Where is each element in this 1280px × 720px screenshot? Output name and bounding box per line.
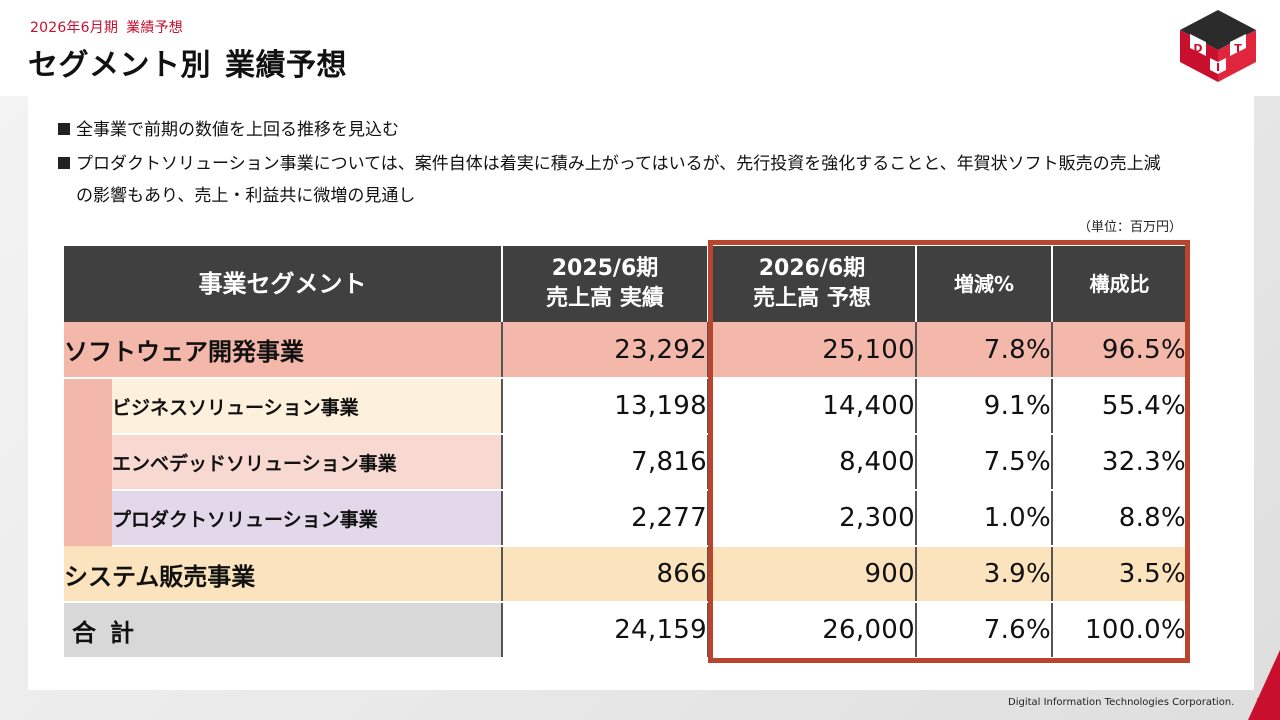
bullet-square-icon: [58, 157, 70, 169]
breadcrumb: 2026年6月期 業績予想: [30, 17, 183, 37]
logo-left-face: [1180, 30, 1218, 82]
table-row-system: システム販売事業 866 900 3.9% 3.5%: [64, 546, 1186, 603]
segment-name-product: プロダクトソリューション事業: [112, 490, 502, 547]
footer-accent-triangle: [1248, 650, 1280, 720]
header-fy2026-line2: 売上高 予想: [753, 286, 871, 311]
segment-name-total: 合計: [64, 602, 502, 659]
table-row-total: 合計 24,159 26,000 7.6% 100.0%: [64, 602, 1186, 659]
header-fy2026: 2026/6期 売上高 予想: [707, 246, 916, 322]
page-title: セグメント別 業績予想: [28, 40, 347, 84]
cell-change: 7.8%: [915, 322, 1052, 379]
bullet-item-1: 全事業で前期の数値を上回る推移を見込む: [58, 118, 399, 142]
cell-share: 55.4%: [1051, 378, 1186, 435]
cell-share: 100.0%: [1051, 602, 1186, 659]
cell-share: 32.3%: [1051, 434, 1186, 491]
logo-letter-d: D: [1193, 42, 1202, 55]
table-header-row: 事業セグメント 2025/6期 売上高 実績 2026/6期 売上高 予想 増減…: [64, 246, 1186, 322]
sub-row-indent: [64, 434, 112, 490]
cell-forecast: 25,100: [707, 322, 916, 379]
cell-change: 7.6%: [915, 602, 1052, 659]
cell-forecast: 8,400: [707, 434, 916, 491]
segment-name-system: システム販売事業: [64, 546, 502, 603]
sub-row-indent: [64, 378, 112, 434]
cell-forecast: 900: [707, 546, 916, 603]
cell-change: 7.5%: [915, 434, 1052, 491]
page-title-sub: 業績予想: [225, 48, 347, 83]
breadcrumb-section: 業績予想: [126, 20, 183, 36]
cell-share: 8.8%: [1051, 490, 1186, 547]
table-row-product: プロダクトソリューション事業 2,277 2,300 1.0% 8.8%: [64, 490, 1186, 547]
bullet-text-2-line2: の影響もあり、売上・利益共に微増の見通し: [76, 186, 416, 206]
cell-actual: 24,159: [501, 602, 708, 659]
logo-panel-d: [1190, 34, 1206, 56]
logo-letter-t: T: [1234, 42, 1242, 55]
cell-actual: 866: [501, 546, 708, 603]
cell-actual: 7,816: [501, 434, 708, 491]
segment-name-software: ソフトウェア開発事業: [64, 322, 502, 379]
cell-actual: 23,292: [501, 322, 708, 379]
cell-forecast: 26,000: [707, 602, 916, 659]
company-logo: D I T: [1180, 10, 1256, 82]
cell-actual: 13,198: [501, 378, 708, 435]
cell-actual: 2,277: [501, 490, 708, 547]
cell-change: 3.9%: [915, 546, 1052, 603]
header-share: 構成比: [1051, 246, 1186, 322]
logo-right-face: [1218, 30, 1256, 82]
bullet-text-1: 全事業で前期の数値を上回る推移を見込む: [76, 120, 399, 140]
header-change: 増減%: [915, 246, 1052, 322]
cell-share: 96.5%: [1051, 322, 1186, 379]
logo-letter-i: I: [1216, 61, 1220, 74]
logo-panel-i: [1210, 58, 1226, 74]
footer-corporation: Digital Information Technologies Corpora…: [1008, 697, 1235, 708]
unit-note: （単位：百万円）: [1077, 220, 1182, 235]
cell-change: 9.1%: [915, 378, 1052, 435]
breadcrumb-period: 2026年6月期: [30, 20, 119, 36]
header-fy2025-line1: 2025/6期: [551, 256, 659, 281]
segment-forecast-table: 事業セグメント 2025/6期 売上高 実績 2026/6期 売上高 予想 増減…: [64, 246, 1186, 659]
cell-share: 3.5%: [1051, 546, 1186, 603]
page-number: 22: [1256, 696, 1272, 710]
header-segment: 事業セグメント: [64, 246, 502, 322]
bullet-item-2: プロダクトソリューション事業については、案件自体は着実に積み上がってはいるが、先…: [58, 152, 1238, 208]
header-band: [0, 0, 1280, 96]
header-fy2026-line1: 2026/6期: [758, 256, 866, 281]
table-row-business: ビジネスソリューション事業 13,198 14,400 9.1% 55.4%: [64, 378, 1186, 435]
header-fy2025: 2025/6期 売上高 実績: [501, 246, 708, 322]
header-fy2025-line2: 売上高 実績: [546, 286, 664, 311]
logo-panel-t: [1230, 34, 1246, 56]
cell-forecast: 14,400: [707, 378, 916, 435]
cell-change: 1.0%: [915, 490, 1052, 547]
cell-forecast: 2,300: [707, 490, 916, 547]
table-row-software: ソフトウェア開発事業 23,292 25,100 7.8% 96.5%: [64, 322, 1186, 379]
page-title-main: セグメント別: [28, 48, 211, 83]
sub-row-indent: [64, 490, 112, 546]
segment-name-embedded: エンベデッドソリューション事業: [112, 434, 502, 491]
table-row-embedded: エンベデッドソリューション事業 7,816 8,400 7.5% 32.3%: [64, 434, 1186, 491]
bullet-square-icon: [58, 123, 70, 135]
segment-name-business: ビジネスソリューション事業: [112, 378, 502, 435]
bullet-text-2-line1: プロダクトソリューション事業については、案件自体は着実に積み上がってはいるが、先…: [76, 154, 1161, 174]
